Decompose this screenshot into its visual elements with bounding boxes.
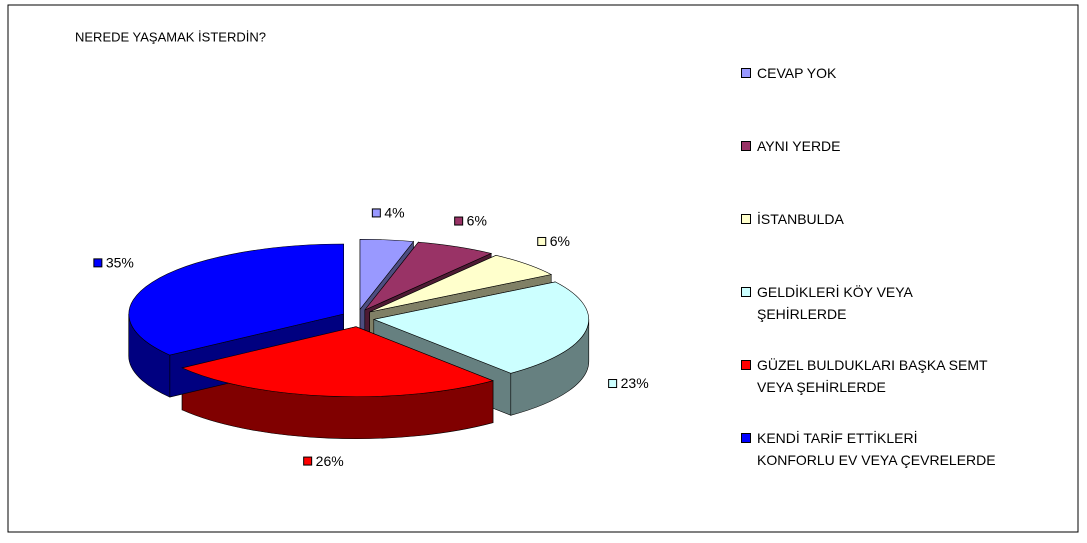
legend-label: İSTANBULDA: [757, 211, 844, 227]
legend-label: CEVAP YOK: [757, 65, 837, 81]
legend-label: GELDİKLERİ KÖY VEYA ŞEHİRLERDE: [757, 284, 913, 322]
pie-slice: [128, 243, 344, 356]
legend-entry: KENDİ TARİF ETTİKLERİ KONFORLU EV VEYA Ç…: [741, 427, 997, 471]
legend-entry: CEVAP YOK: [741, 62, 997, 84]
label-marker: [537, 236, 547, 246]
data-label: 26%: [316, 453, 344, 469]
legend-label: AYNI YERDE: [757, 138, 841, 154]
legend-entry: AYNI YERDE: [741, 135, 997, 157]
legend-entry: GELDİKLERİ KÖY VEYA ŞEHİRLERDE: [741, 281, 997, 325]
legend-swatch: [741, 287, 751, 297]
legend-label: GÜZEL BULDUKLARI BAŞKA SEMT VEYA ŞEHİRLE…: [757, 357, 988, 395]
legend-swatch: [741, 214, 751, 224]
chart-title: NEREDE YAŞAMAK İSTERDİN?: [75, 29, 266, 44]
label-marker: [371, 208, 381, 218]
legend-swatch: [741, 360, 751, 370]
data-label: 6%: [550, 233, 570, 249]
label-marker: [303, 456, 313, 466]
data-label: 6%: [467, 213, 487, 229]
legend-entry: İSTANBULDA: [741, 208, 997, 230]
legend-swatch: [741, 68, 751, 78]
legend-swatch: [741, 433, 751, 443]
pie-slice: [359, 238, 415, 311]
legend-label: KENDİ TARİF ETTİKLERİ KONFORLU EV VEYA Ç…: [757, 430, 996, 468]
data-label: 23%: [621, 375, 649, 391]
label-marker: [454, 216, 464, 226]
pie-slice: [369, 254, 553, 313]
label-marker: [93, 258, 103, 268]
label-marker: [608, 379, 618, 389]
legend-swatch: [741, 141, 751, 151]
data-label: 35%: [106, 255, 134, 271]
legend-entry: GÜZEL BULDUKLARI BAŞKA SEMT VEYA ŞEHİRLE…: [741, 354, 997, 398]
pie-slice: [181, 326, 494, 398]
pie-slice: [372, 281, 589, 374]
data-label: 4%: [384, 205, 404, 221]
pie-slice: [364, 241, 493, 311]
